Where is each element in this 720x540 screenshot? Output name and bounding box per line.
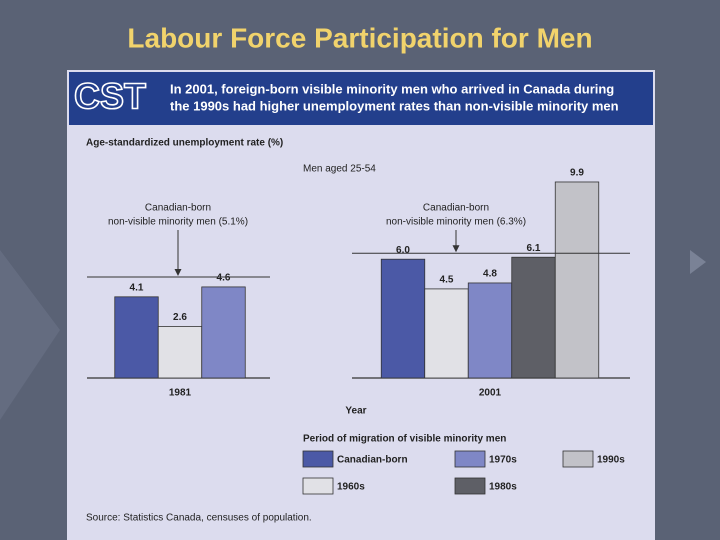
legend-label: Canadian-born [337, 455, 408, 466]
legend-label: 1990s [597, 455, 625, 466]
legend-swatch [302, 450, 334, 468]
reference-label: non-visible minority men (6.3%) [386, 217, 526, 228]
bar [201, 286, 246, 379]
legend-label: 1960s [337, 482, 365, 493]
x-tick-label: 2001 [479, 388, 502, 399]
data-label: 4.5 [440, 275, 454, 286]
data-label: 4.6 [217, 273, 231, 284]
legend-swatch [454, 450, 486, 468]
bar [114, 296, 159, 379]
bar [467, 282, 513, 379]
legend-title: Period of migration of visible minority … [303, 434, 506, 445]
data-label: 6.1 [527, 243, 541, 254]
legend-swatch [302, 477, 334, 495]
reference-arrowhead [174, 269, 182, 277]
background-decoration [690, 250, 706, 274]
reference-arrowhead [452, 245, 460, 253]
header-band [69, 72, 653, 125]
logo: CST [74, 76, 146, 117]
header-text: the 1990s had higher unemployment rates … [170, 98, 619, 113]
legend-swatch [562, 450, 594, 468]
data-label: 4.8 [483, 269, 497, 280]
legend-label: 1980s [489, 482, 517, 493]
source-note: Source: Statistics Canada, censuses of p… [86, 513, 312, 524]
legend-swatch [454, 477, 486, 495]
reference-label: Canadian-born [423, 203, 489, 214]
slide-title: Labour Force Participation for Men [127, 22, 592, 53]
bar [554, 181, 600, 379]
bar [424, 288, 469, 379]
y-axis-title: Age-standardized unemployment rate (%) [86, 138, 283, 149]
data-label: 6.0 [396, 245, 410, 256]
header-text: In 2001, foreign-born visible minority m… [170, 81, 614, 96]
reference-label: non-visible minority men (5.1%) [108, 217, 248, 228]
bar [511, 256, 556, 379]
x-axis-title: Year [345, 406, 366, 417]
data-label: 2.6 [173, 312, 187, 323]
chart-subtitle: Men aged 25-54 [303, 164, 376, 175]
data-label: 4.1 [130, 282, 144, 293]
bar [380, 258, 426, 379]
bar [157, 326, 203, 379]
data-label: 9.9 [570, 168, 584, 179]
legend-label: 1970s [489, 455, 517, 466]
reference-label: Canadian-born [145, 203, 211, 214]
background-decoration [0, 250, 60, 420]
x-tick-label: 1981 [169, 388, 192, 399]
